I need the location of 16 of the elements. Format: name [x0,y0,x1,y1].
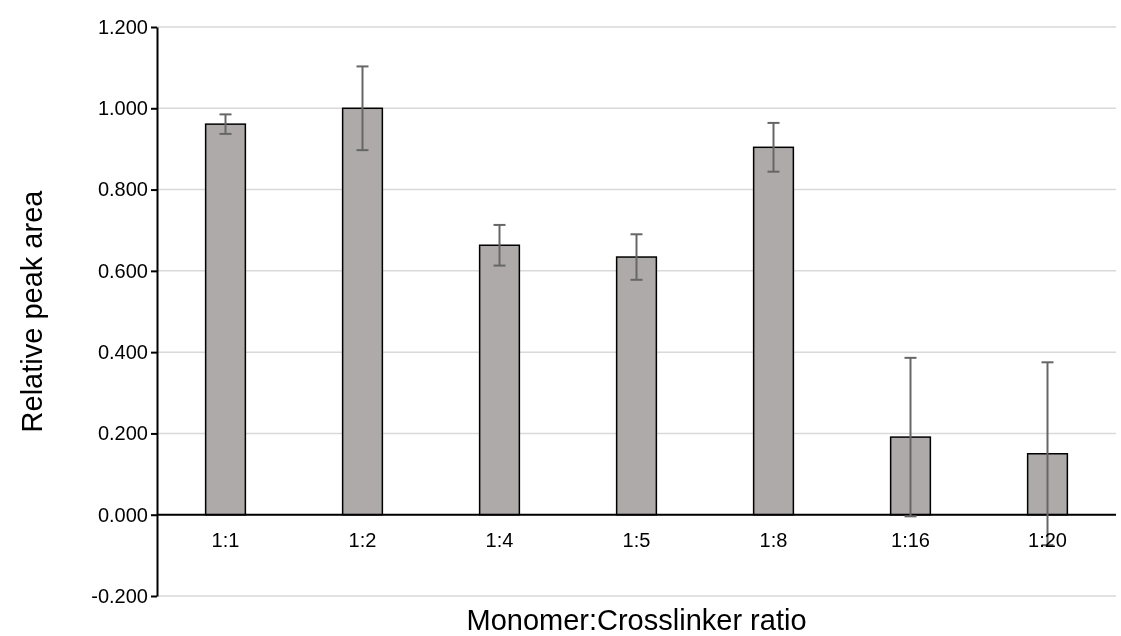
x-tick-label: 1:4 [485,528,514,551]
x-tick-label: 1:5 [622,528,651,551]
x-tick-label: 1:1 [211,528,240,551]
x-tick-label: 1:8 [759,528,788,551]
y-tick-label: 1.000 [97,97,148,120]
x-axis-title: Monomer:Crosslinker ratio [466,604,807,636]
y-tick-label: 0.200 [97,422,148,445]
y-tick-label: 0.000 [97,503,148,526]
y-tick-label: 1.200 [97,15,148,38]
x-tick-label: 1:2 [348,528,377,551]
y-tick-label: 0.400 [97,341,148,364]
y-tick-label: 0.800 [97,178,148,201]
x-tick-label: 1:16 [891,528,930,551]
y-axis-title: Relative peak area [16,189,48,433]
y-tick-label: 0.600 [97,259,148,282]
y-tick-label: -0.200 [91,584,148,607]
